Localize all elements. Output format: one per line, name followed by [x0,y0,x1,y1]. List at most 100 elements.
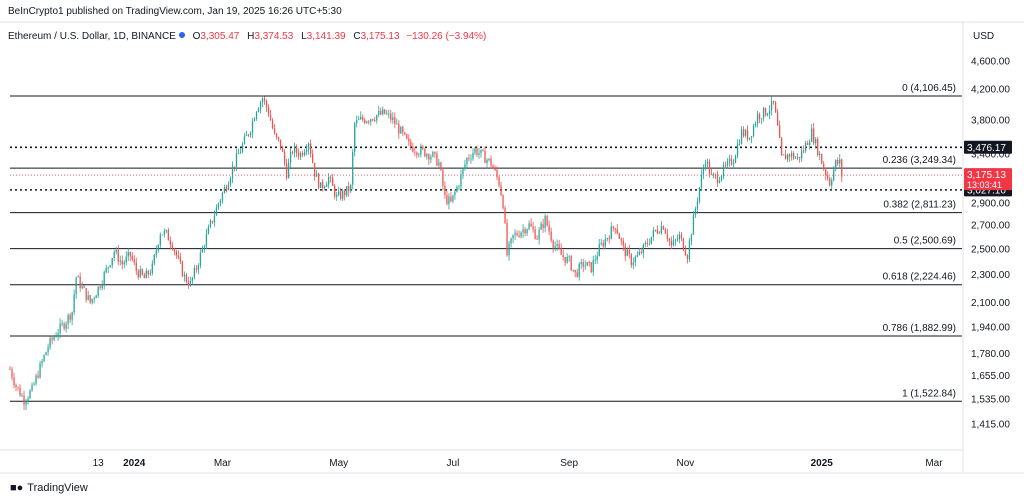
candle-body [131,255,133,260]
fib-level-label: 0.5 (2,500.69) [894,236,956,247]
candle-body [440,162,442,170]
candle-body [774,102,777,113]
candle-body [792,153,795,159]
candle-body [245,134,248,137]
candle-body [199,252,202,266]
candle-body [614,228,616,230]
candle-body [267,107,270,115]
candle-body [406,134,408,139]
candle-body [758,114,761,120]
candle-body [434,151,436,154]
candle-body [684,250,687,256]
candle-body [498,177,500,186]
candle-body [670,240,673,246]
symbol-name: Ethereum / U.S. Dollar, 1D, BINANCE [8,31,176,42]
candle-body [291,152,294,153]
candle-body [201,247,204,253]
candle-body [79,276,81,289]
candle-body [644,242,646,245]
candle-body [770,100,773,111]
candle-body [542,223,544,228]
candle-body [782,154,785,156]
candle-body [572,269,574,271]
candle-body [502,195,504,209]
candle-body [492,165,494,169]
candle-body [165,230,167,231]
y-tick-label: 1,415.00 [971,419,1010,430]
candle-body [183,274,186,277]
candle-body [574,269,576,273]
candle-body [135,262,137,272]
candle-body [610,226,612,240]
candle-body [720,175,723,181]
candle-body [67,314,69,324]
candle-body [532,226,534,230]
candle-body [654,229,657,231]
candle-body [197,265,200,270]
candle-body [91,298,93,303]
candle-body [620,238,622,241]
candle-body [410,141,412,147]
candle-body [582,262,584,267]
candle-body [426,154,428,157]
currency-label: USD [973,31,995,42]
candle-body [396,123,398,125]
candle-body [370,119,372,122]
candle-body [450,196,452,202]
candle-body [464,164,466,169]
candle-body [249,132,252,136]
x-tick-label: Jul [447,458,460,469]
candle-body [744,129,747,136]
candle-body [628,249,630,255]
candle-body [714,174,717,176]
candle-body [568,256,570,258]
candle-body [680,234,683,239]
candle-body [742,129,745,136]
tradingview-logo-icon: ■● [10,482,24,494]
level-price-badge [964,140,1012,154]
candle-body [330,176,332,178]
candle-body [662,226,665,230]
candle-body [217,203,220,208]
market-status-icon [178,32,185,38]
candle-body [668,238,671,241]
candle-body [49,338,51,348]
candle-body [829,178,831,186]
candle-body [213,215,216,223]
y-tick-label: 2,300.00 [971,270,1010,281]
candle-body [11,369,13,378]
candle-body [380,111,382,115]
publisher-header: BeInCrypto1 published on TradingView.com… [8,6,342,17]
candle-body [169,240,171,245]
y-tick-label: 2,500.00 [971,244,1010,255]
candle-body [69,314,71,320]
candle-body [768,110,771,114]
candle-body [460,174,462,187]
candle-body [35,375,37,384]
high-value: 3,374.53 [254,31,294,42]
candle-body [109,265,111,268]
candle-body [233,166,236,168]
candle-body [275,133,278,137]
candle-body [750,136,753,138]
candle-body [408,138,410,142]
tradingview-brand[interactable]: ■● TradingView [10,482,88,494]
candle-body [344,190,346,196]
candle-body [309,143,312,154]
candle-body [17,387,19,388]
candle-body [825,169,827,176]
candle-body [324,186,326,189]
candle-body [794,157,797,159]
candle-body [626,249,628,257]
candle-body [638,252,640,255]
candle-body [801,150,803,159]
candle-body [778,125,781,138]
candle-body [328,176,330,185]
candle-body [696,201,699,209]
candle-body [307,143,310,150]
fib-level-label: 0.618 (2,224.46) [883,272,956,283]
candle-body [512,234,514,239]
candle-body [636,254,638,257]
candle-body [484,150,486,164]
